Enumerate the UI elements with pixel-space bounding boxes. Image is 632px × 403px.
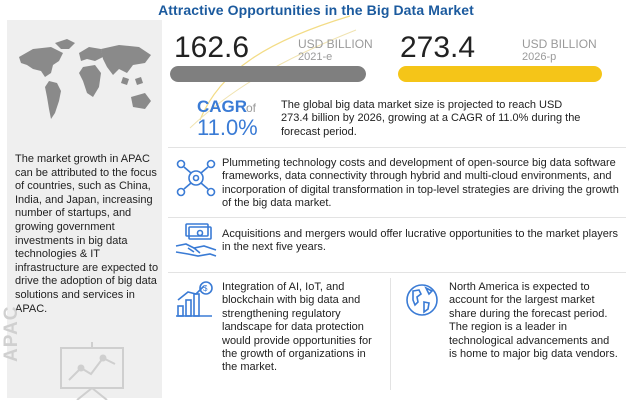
market-unit-2026: USD BILLION 2026-p	[522, 38, 597, 64]
cagr-value: 11.0%	[197, 115, 258, 140]
insight-text-1: Plummeting technology costs and developm…	[222, 157, 619, 210]
market-summary: The global big data market size is proje…	[281, 99, 581, 138]
growth-dollar-icon: $	[176, 281, 213, 317]
network-gears-icon	[176, 159, 216, 197]
market-bar-2021	[170, 66, 366, 82]
market-value-2026: 273.4	[400, 31, 476, 64]
money-handshake-icon	[175, 223, 217, 257]
divider-3	[168, 272, 626, 273]
year-label-2026: 2026-p	[522, 51, 557, 63]
globe-americas-icon	[406, 284, 438, 316]
page-title: Attractive Opportunities in the Big Data…	[158, 2, 474, 18]
insight-text-2: Acquisitions and mergers would offer luc…	[222, 228, 618, 254]
apac-label: APAC	[1, 305, 22, 362]
divider-top	[168, 147, 626, 148]
unit-label-2021: USD BILLION	[298, 37, 373, 51]
presentation-chart-icon	[60, 342, 124, 400]
market-unit-2021: USD BILLION 2021-e	[298, 38, 373, 64]
apac-description: The market growth in APAC can be attribu…	[15, 153, 159, 315]
dollar-glyph: $	[203, 284, 208, 293]
unit-label-2026: USD BILLION	[522, 37, 597, 51]
apac-sidebar: The market growth in APAC can be attribu…	[1, 20, 162, 400]
insight-text-4: North America is expected to account for…	[449, 281, 618, 361]
market-value-2021: 162.6	[174, 31, 250, 64]
insight-text-3: Integration of AI, IoT, and blockchain w…	[222, 281, 372, 374]
market-bar-2021-fill	[170, 66, 366, 82]
cagr-of-label: of	[246, 101, 257, 115]
world-map-icon	[19, 39, 151, 119]
cagr-label: CAGR	[197, 97, 248, 116]
year-label-2021: 2021-e	[298, 51, 333, 63]
market-bar-2026-fill	[398, 66, 602, 82]
divider-2	[168, 217, 626, 218]
divider-vertical	[390, 278, 391, 390]
market-bar-2026	[398, 66, 602, 82]
